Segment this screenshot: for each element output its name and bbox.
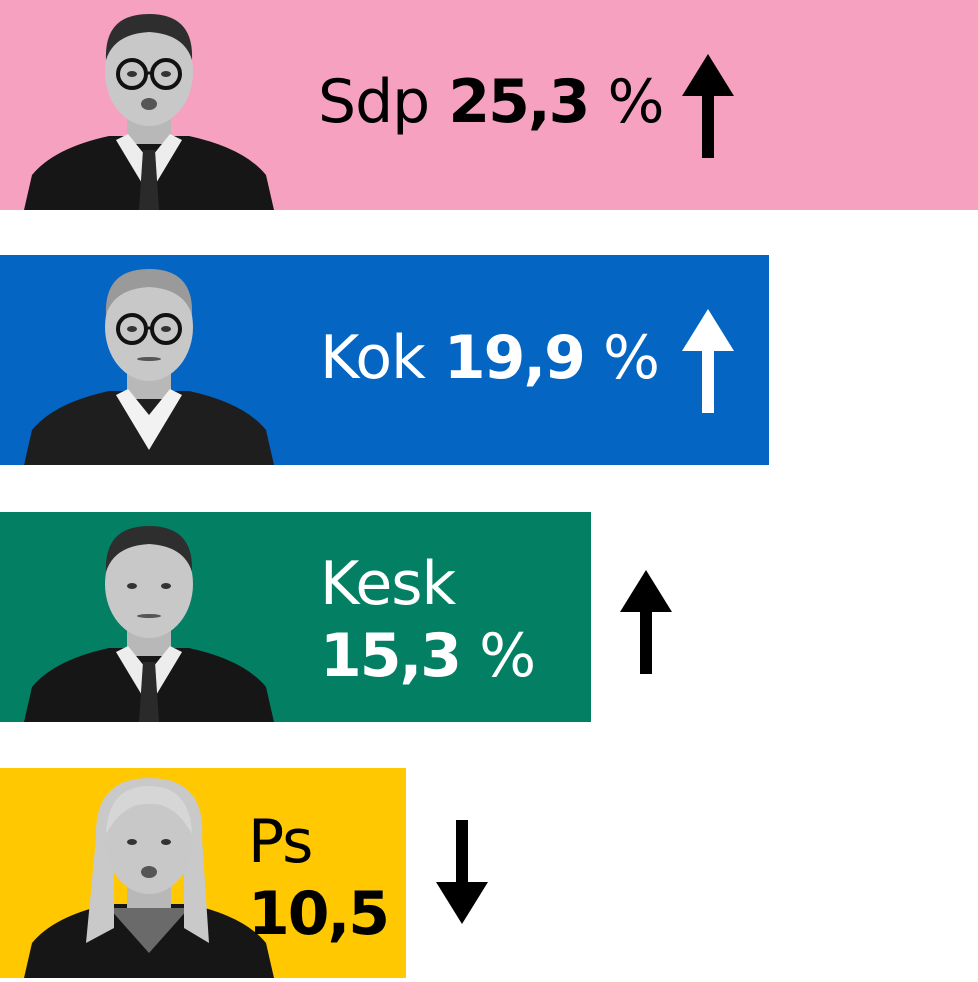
percent-sign: % (583, 323, 661, 393)
woman-portrait-icon (24, 768, 274, 978)
data-label-sdp: Sdp 25,3 % (318, 72, 664, 132)
party-name: Ps (248, 807, 313, 877)
arrow-down-icon (436, 820, 488, 924)
percent-sign: % (460, 621, 537, 691)
man-glasses-sweater-portrait-icon (24, 255, 274, 465)
data-label-kok: Kok 19,9 % (320, 328, 660, 388)
party-name: Kok (320, 323, 426, 393)
arrow-up-icon (620, 570, 672, 674)
party-name: Kesk (320, 549, 456, 619)
man-glasses-portrait-icon (24, 0, 274, 210)
arrow-up-icon (682, 54, 734, 158)
arrow-up-icon (682, 309, 734, 413)
party-name: Sdp (318, 67, 430, 137)
man-suit-portrait-icon (24, 512, 274, 722)
percent-value: 25,3 (448, 67, 590, 137)
percent-value: 19,9 (443, 323, 586, 393)
percent-sign: % (588, 67, 665, 137)
data-label-kesk: Kesk 15,3 % (320, 548, 536, 692)
percent-value: 10,5 (248, 879, 390, 949)
percent-value: 15,3 (320, 621, 462, 691)
data-label-ps: Ps 10,5 (248, 806, 390, 950)
